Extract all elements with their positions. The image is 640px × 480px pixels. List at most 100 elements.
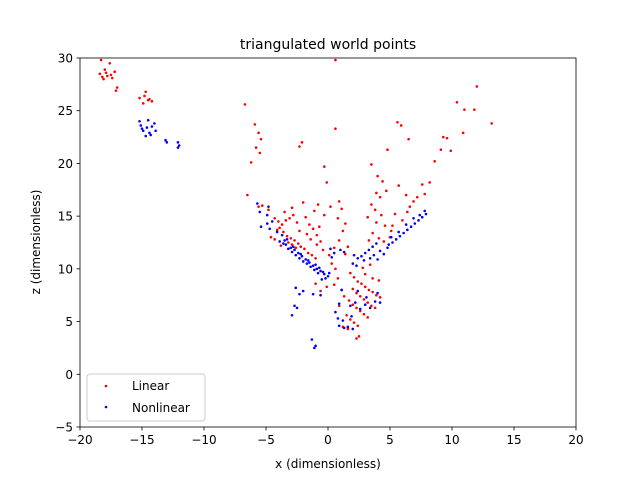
point-linear: [322, 165, 326, 168]
point-linear: [445, 136, 449, 140]
point-nonlinear: [329, 247, 332, 251]
point-linear: [99, 58, 103, 62]
point-linear: [358, 294, 362, 298]
point-linear: [332, 246, 336, 250]
point-linear: [334, 267, 337, 271]
point-nonlinear: [256, 202, 259, 205]
point-linear: [463, 108, 466, 111]
point-nonlinear: [259, 225, 263, 228]
point-linear: [397, 184, 400, 187]
point-linear: [314, 257, 317, 260]
point-linear: [138, 96, 141, 100]
point-nonlinear: [283, 239, 286, 242]
point-nonlinear: [301, 260, 305, 263]
point-nonlinear: [278, 240, 281, 243]
point-linear: [344, 222, 347, 225]
point-linear: [433, 160, 436, 163]
point-nonlinear: [352, 253, 356, 257]
point-linear: [351, 303, 355, 307]
point-linear: [295, 221, 299, 224]
point-linear: [296, 242, 300, 245]
point-linear: [375, 221, 378, 224]
point-nonlinear: [358, 307, 362, 311]
point-nonlinear: [367, 248, 371, 252]
point-linear: [301, 201, 305, 204]
point-nonlinear: [327, 271, 331, 275]
point-nonlinear: [368, 306, 372, 310]
x-tick-label: −20: [67, 433, 92, 447]
point-nonlinear: [140, 127, 144, 130]
point-nonlinear: [318, 266, 321, 270]
point-nonlinear: [346, 325, 350, 329]
point-nonlinear: [313, 346, 316, 350]
point-linear: [290, 206, 294, 210]
point-linear: [336, 277, 340, 280]
point-linear: [101, 75, 104, 79]
legend-box: [86, 373, 206, 422]
point-nonlinear: [356, 257, 360, 260]
point-nonlinear: [315, 267, 319, 271]
point-linear: [381, 180, 384, 183]
point-linear: [361, 266, 365, 270]
point-linear: [347, 299, 351, 302]
point-linear: [376, 174, 379, 178]
point-linear: [380, 213, 383, 217]
point-nonlinear: [293, 248, 296, 252]
point-nonlinear: [376, 291, 379, 295]
point-nonlinear: [300, 254, 304, 258]
point-linear: [334, 127, 337, 130]
point-linear: [420, 183, 424, 186]
point-linear: [305, 232, 309, 236]
point-linear: [384, 189, 388, 193]
point-nonlinear: [148, 131, 151, 135]
point-nonlinear: [144, 134, 148, 138]
point-linear: [356, 324, 360, 328]
point-linear: [355, 291, 358, 295]
point-nonlinear: [306, 259, 310, 262]
point-linear: [315, 233, 319, 237]
point-linear: [110, 76, 114, 80]
point-nonlinear: [319, 293, 322, 297]
point-nonlinear: [340, 288, 343, 292]
y-axis: −5 0 5 10 15 20 25 30: [55, 52, 80, 435]
point-linear: [377, 236, 381, 240]
point-linear: [370, 203, 373, 206]
point-nonlinear: [351, 327, 355, 331]
point-nonlinear: [296, 251, 300, 255]
point-linear: [279, 244, 283, 247]
point-linear: [319, 289, 322, 293]
point-linear: [273, 216, 276, 220]
point-linear: [284, 219, 288, 222]
point-linear: [382, 240, 386, 243]
point-nonlinear: [402, 231, 405, 235]
point-nonlinear: [372, 253, 376, 257]
point-linear: [375, 191, 378, 195]
point-linear: [356, 280, 360, 283]
x-tick-label: 20: [568, 433, 583, 447]
point-linear: [332, 283, 336, 286]
point-nonlinear: [337, 324, 341, 328]
point-nonlinear: [309, 265, 312, 269]
point-linear: [352, 275, 356, 279]
point-nonlinear: [413, 222, 417, 225]
point-nonlinear: [342, 326, 346, 330]
point-linear: [357, 335, 361, 338]
point-linear: [325, 285, 329, 289]
y-tick-label: 30: [58, 52, 73, 66]
point-nonlinear: [386, 246, 389, 250]
point-linear: [290, 243, 294, 246]
point-linear: [401, 219, 404, 222]
point-nonlinear: [378, 301, 382, 304]
point-linear: [439, 148, 443, 152]
point-linear: [280, 223, 284, 226]
point-linear: [321, 248, 325, 252]
point-nonlinear: [291, 245, 295, 249]
point-nonlinear: [356, 289, 360, 293]
point-nonlinear: [176, 141, 180, 144]
point-linear: [98, 72, 102, 76]
point-linear: [330, 262, 334, 265]
point-nonlinear: [313, 268, 316, 272]
point-nonlinear: [424, 212, 428, 216]
point-linear: [370, 163, 373, 166]
